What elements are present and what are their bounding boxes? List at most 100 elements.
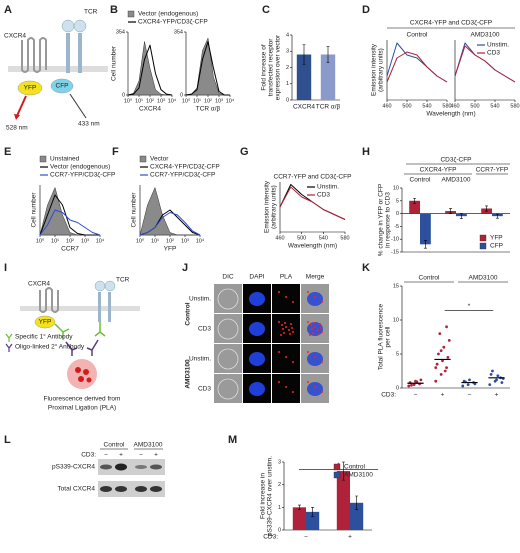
error-bar bbox=[495, 213, 499, 219]
cfp-shape bbox=[50, 78, 74, 94]
membrane bbox=[8, 66, 108, 72]
dot bbox=[439, 349, 443, 352]
line bbox=[279, 186, 346, 220]
x-tick-label: 500 bbox=[470, 103, 479, 109]
legend-icon bbox=[5, 343, 13, 352]
pla-spot bbox=[278, 351, 280, 353]
bar bbox=[306, 511, 320, 530]
y-axis-label: Emission intensity bbox=[371, 43, 378, 96]
x-tick-label: 10³ bbox=[157, 98, 165, 104]
y-axis-label: (arbitrary units) bbox=[378, 48, 385, 92]
nucleus bbox=[249, 352, 265, 366]
pla-spot bbox=[313, 322, 315, 324]
x-tick-label: 10¹ bbox=[151, 238, 159, 244]
dot bbox=[415, 380, 419, 384]
band bbox=[115, 463, 127, 471]
y-tick-label: 5 bbox=[396, 198, 399, 204]
dot bbox=[491, 369, 494, 373]
nucleus bbox=[249, 322, 265, 336]
panel-label: H bbox=[362, 146, 370, 158]
x-axis-label: CXCR4 bbox=[139, 106, 161, 113]
area bbox=[139, 187, 201, 236]
y-tick-label: 0 bbox=[122, 92, 125, 98]
y-tick-label: 0 bbox=[180, 92, 183, 98]
label: YFP bbox=[39, 319, 52, 326]
pla-spot bbox=[292, 361, 294, 363]
tcr-stalk bbox=[78, 33, 82, 73]
pla-dot bbox=[78, 376, 84, 382]
tcr-shape bbox=[73, 19, 87, 33]
x-tick-label: 10⁰ bbox=[124, 97, 133, 104]
dot bbox=[446, 356, 450, 359]
micrographs: DIC DAPI PLA Merge Unstim. CD3 Unstim. C… bbox=[185, 274, 325, 393]
category-label: CXCR4 bbox=[293, 104, 315, 111]
bar bbox=[336, 471, 350, 530]
category-label: + bbox=[348, 534, 352, 541]
bar bbox=[420, 213, 431, 245]
line bbox=[185, 41, 230, 96]
legend-label: Unstained bbox=[50, 156, 80, 163]
panel-label: F bbox=[112, 146, 119, 158]
cell-outline bbox=[217, 318, 239, 340]
line bbox=[139, 212, 201, 236]
category-label: AMD3100 bbox=[442, 177, 471, 184]
line bbox=[39, 209, 101, 236]
pla-spot bbox=[290, 323, 292, 325]
pla-spot bbox=[285, 326, 287, 328]
legend-icon bbox=[5, 333, 13, 342]
category-label: + bbox=[495, 392, 499, 399]
nucleus bbox=[249, 382, 265, 396]
dot bbox=[437, 352, 440, 356]
legend-label: CXCR4-YFP/CD3ζ-CFP bbox=[138, 19, 208, 26]
category-label: − bbox=[304, 534, 308, 541]
error-bar bbox=[459, 213, 463, 220]
dot bbox=[495, 378, 498, 382]
pla-spot bbox=[314, 386, 316, 388]
y-tick-label: 354 bbox=[174, 29, 183, 35]
diagram-a: CXCR4 TCR YFP CFP 528 nm 433 nm bbox=[4, 9, 108, 132]
label: Oligo-linked 2° Antibody bbox=[15, 343, 85, 351]
nucleus bbox=[307, 352, 323, 366]
legend-label: AMD3100 bbox=[344, 472, 373, 479]
blot-strip bbox=[98, 481, 165, 497]
band bbox=[150, 486, 162, 492]
y-tick-label: 3 bbox=[278, 459, 281, 465]
micrograph bbox=[272, 344, 300, 373]
pla-spot bbox=[321, 331, 323, 333]
legend-label: CD3 bbox=[317, 192, 330, 199]
panel-label: B bbox=[110, 4, 118, 16]
legend-label: Vector bbox=[150, 156, 169, 163]
secondary-antibody bbox=[65, 339, 99, 356]
excitation-arrow bbox=[69, 93, 87, 119]
yfp-shape bbox=[17, 80, 43, 96]
legend-label: Unstim. bbox=[487, 42, 509, 49]
tcr-shape bbox=[61, 19, 75, 33]
micrograph bbox=[272, 314, 300, 343]
group-label: AMD3100 bbox=[185, 359, 192, 389]
x-tick-label: 10² bbox=[204, 98, 212, 104]
pla-spot bbox=[314, 326, 316, 328]
dot bbox=[447, 339, 451, 342]
label: YFP bbox=[24, 85, 37, 92]
y-tick-label: 0 bbox=[396, 385, 399, 391]
band bbox=[135, 486, 147, 492]
x-tick-label: 540 bbox=[490, 103, 499, 109]
y-tick-label: 4 bbox=[286, 32, 289, 38]
x-tick-label: 580 bbox=[340, 235, 349, 241]
row-label: CD3 bbox=[198, 326, 211, 333]
x-axis-label: Wavelength (nm) bbox=[426, 111, 475, 118]
pla-spot bbox=[319, 323, 321, 325]
pla-spot bbox=[278, 381, 280, 383]
cell-outline bbox=[217, 378, 239, 400]
pla-spot bbox=[317, 329, 319, 331]
dot bbox=[442, 345, 446, 349]
pla-spot bbox=[321, 361, 323, 363]
dot bbox=[489, 373, 493, 376]
tcr-stalk bbox=[98, 292, 101, 322]
y-tick-label: 5 bbox=[396, 351, 399, 357]
x-tick-label: 10¹ bbox=[135, 98, 143, 104]
label: CXCR4 bbox=[28, 281, 50, 288]
cxcr4-shape bbox=[39, 287, 59, 313]
label: CXCR4 bbox=[4, 33, 26, 40]
line bbox=[127, 44, 173, 96]
